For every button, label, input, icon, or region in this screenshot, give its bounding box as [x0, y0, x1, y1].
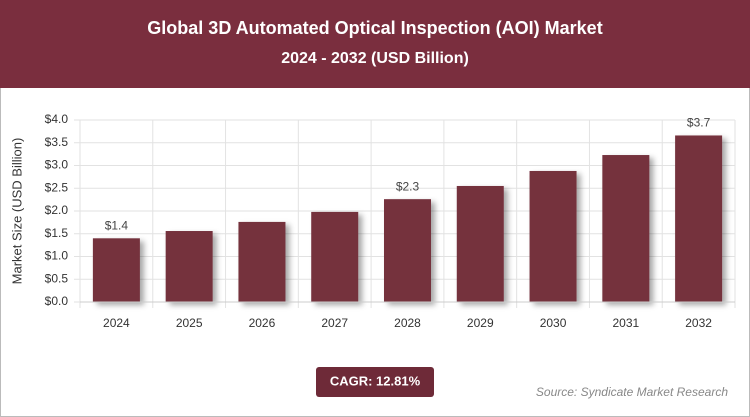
x-tick-label: 2028 — [394, 316, 421, 330]
bar — [92, 238, 140, 302]
y-tick-label: $0.5 — [45, 271, 69, 285]
source: Source: Syndicate Market Research — [536, 385, 728, 399]
bar — [456, 185, 504, 302]
y-tick-label: $2.5 — [45, 180, 69, 194]
bar — [238, 221, 286, 302]
x-tick-label: 2026 — [249, 316, 276, 330]
header — [0, 0, 750, 88]
y-axis-label: Market Size (USD Billion) — [9, 138, 24, 285]
bar — [165, 231, 213, 302]
cagr-badge — [316, 367, 434, 397]
x-tick-label: 2024 — [103, 316, 130, 330]
bar — [311, 211, 359, 302]
bar — [602, 155, 650, 302]
bar — [384, 199, 431, 302]
x-tick-label: 2031 — [612, 316, 639, 330]
y-tick-label: $1.0 — [45, 249, 69, 263]
value-label: $2.3 — [396, 179, 420, 193]
bar — [675, 135, 723, 302]
x-tick-label: 2029 — [467, 316, 494, 330]
x-tick-label: 2032 — [685, 316, 712, 330]
chart-subtitle: 2024 - 2032 (USD Billion) — [281, 50, 469, 67]
chart-title: Global 3D Automated Optical Inspection (… — [147, 18, 602, 38]
cagr: CAGR: 12.81% — [330, 373, 421, 388]
bar — [529, 170, 577, 302]
y-tick-label: $4.0 — [45, 112, 69, 126]
y-tick-label: $1.5 — [45, 226, 69, 240]
y-tick-label: $2.0 — [45, 203, 69, 217]
value-label: $1.4 — [105, 218, 129, 232]
y-tick-label: $3.5 — [45, 135, 69, 149]
value-label: $3.7 — [687, 116, 711, 130]
y-tick-label: $0.0 — [45, 294, 69, 308]
y-tick-label: $3.0 — [45, 158, 69, 172]
x-tick-label: 2025 — [176, 316, 203, 330]
x-tick-label: 2030 — [540, 316, 567, 330]
x-tick-label: 2027 — [321, 316, 348, 330]
